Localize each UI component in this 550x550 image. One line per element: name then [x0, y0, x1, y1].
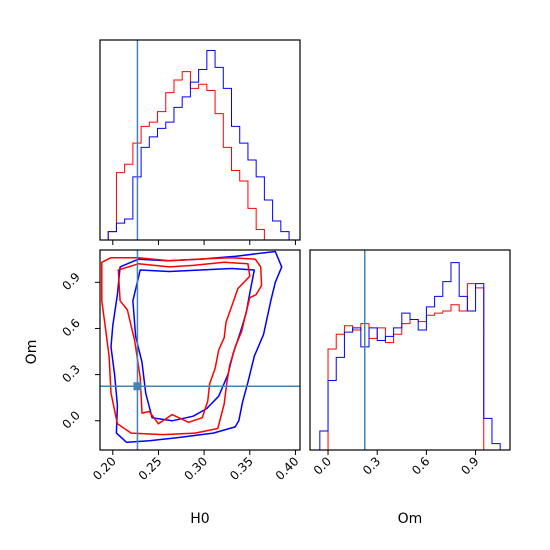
contour-xtick-label-1: 0.25 [136, 454, 165, 483]
contour-xtick-label-4: 0.40 [273, 454, 302, 483]
contour-frame [99, 249, 301, 451]
contour-ytick-label-0: 0.0 [59, 408, 82, 431]
contour-red-level-2 [117, 261, 251, 425]
histogram-om-xtick-label-0: 0.0 [311, 454, 334, 477]
histogram-h0-series-1 [100, 71, 298, 240]
histogram-om-series-1 [310, 283, 510, 450]
contour-xtick-label-0: 0.20 [90, 454, 119, 483]
x-axis-label-h0: H0 [190, 511, 209, 527]
contour-xtick-label-3: 0.35 [227, 454, 256, 483]
contour-ytick-label-2: 0.6 [59, 316, 82, 339]
y-axis-label-om: Om [24, 340, 40, 365]
contour-plot-area [100, 250, 300, 450]
histogram-om-frame [309, 249, 511, 451]
histogram-om-series-2 [310, 262, 510, 450]
histogram-h0-frame [99, 39, 301, 241]
truth-marker [133, 382, 142, 391]
histogram-h0-panel [99, 39, 301, 245]
contour-ytick-label-3: 0.9 [59, 270, 82, 293]
histogram-om-panel: 0.0 0.3 0.6 0.9 [309, 249, 511, 478]
x-axis-label-om: Om [398, 511, 423, 527]
histogram-h0-series-2 [100, 50, 298, 240]
contour-xtick-label-2: 0.30 [181, 454, 210, 483]
contour-h0-om-panel: 0.20 0.25 0.30 0.35 0.40 0.0 0.3 0.6 0.9 [59, 249, 302, 483]
histogram-om-xtick-label-3: 0.9 [458, 454, 481, 477]
contour-red-level-1 [101, 256, 263, 436]
histogram-om-xtick-label-2: 0.6 [409, 454, 432, 477]
histogram-om-xtick-label-1: 0.3 [360, 454, 383, 477]
histogram-h0-plot-area [100, 40, 298, 240]
contour-ytick-label-1: 0.3 [59, 362, 82, 385]
histogram-om-plot-area [310, 250, 510, 450]
